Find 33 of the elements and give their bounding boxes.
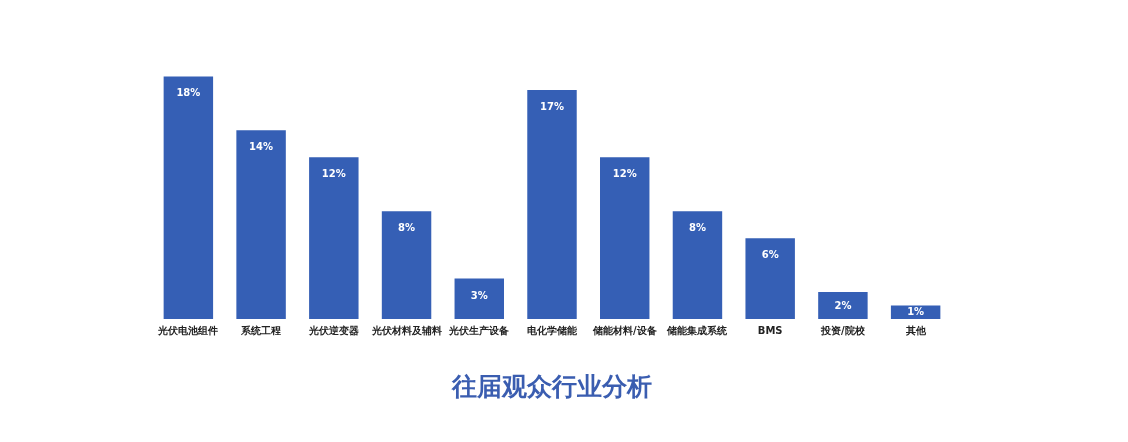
data-label: 17% (540, 100, 564, 112)
data-label: 12% (321, 168, 346, 180)
x-tick-label: 其他 (904, 324, 927, 336)
x-tick-label: 系统工程 (240, 324, 282, 336)
data-label: 8% (688, 222, 706, 234)
data-label: 1% (907, 306, 925, 318)
bar (527, 89, 577, 319)
bar (454, 278, 504, 319)
data-label: 6% (761, 249, 779, 261)
bar (600, 157, 650, 319)
x-tick-label: 储能材料/设备 (591, 324, 658, 336)
text: 往届观众行业分析 (451, 372, 652, 401)
bar (236, 130, 286, 319)
x-tick-label: 投资/院校 (820, 324, 866, 336)
data-label: 3% (470, 289, 488, 301)
x-tick-label: 储能集成系统 (666, 324, 729, 336)
bar (381, 211, 432, 319)
data-label: 8% (398, 222, 416, 234)
bar (818, 292, 868, 319)
x-tick-label: 光伏生产设备 (448, 324, 511, 336)
x-tick-label: 电化学储能 (527, 324, 578, 336)
bar (672, 211, 723, 319)
data-label: 18% (176, 87, 201, 99)
data-label: 12% (612, 168, 637, 180)
data-label: 14% (249, 141, 274, 153)
x-tick-label: BMS (757, 324, 783, 336)
x-tick-label: 光伏逆变器 (307, 324, 359, 336)
bar (745, 238, 795, 319)
x-tick-label: 光伏材料及辅料 (370, 324, 442, 336)
bar (309, 157, 359, 319)
bar (163, 76, 214, 319)
x-tick-label: 光伏电池组件 (157, 324, 219, 336)
data-label: 2% (834, 299, 852, 311)
